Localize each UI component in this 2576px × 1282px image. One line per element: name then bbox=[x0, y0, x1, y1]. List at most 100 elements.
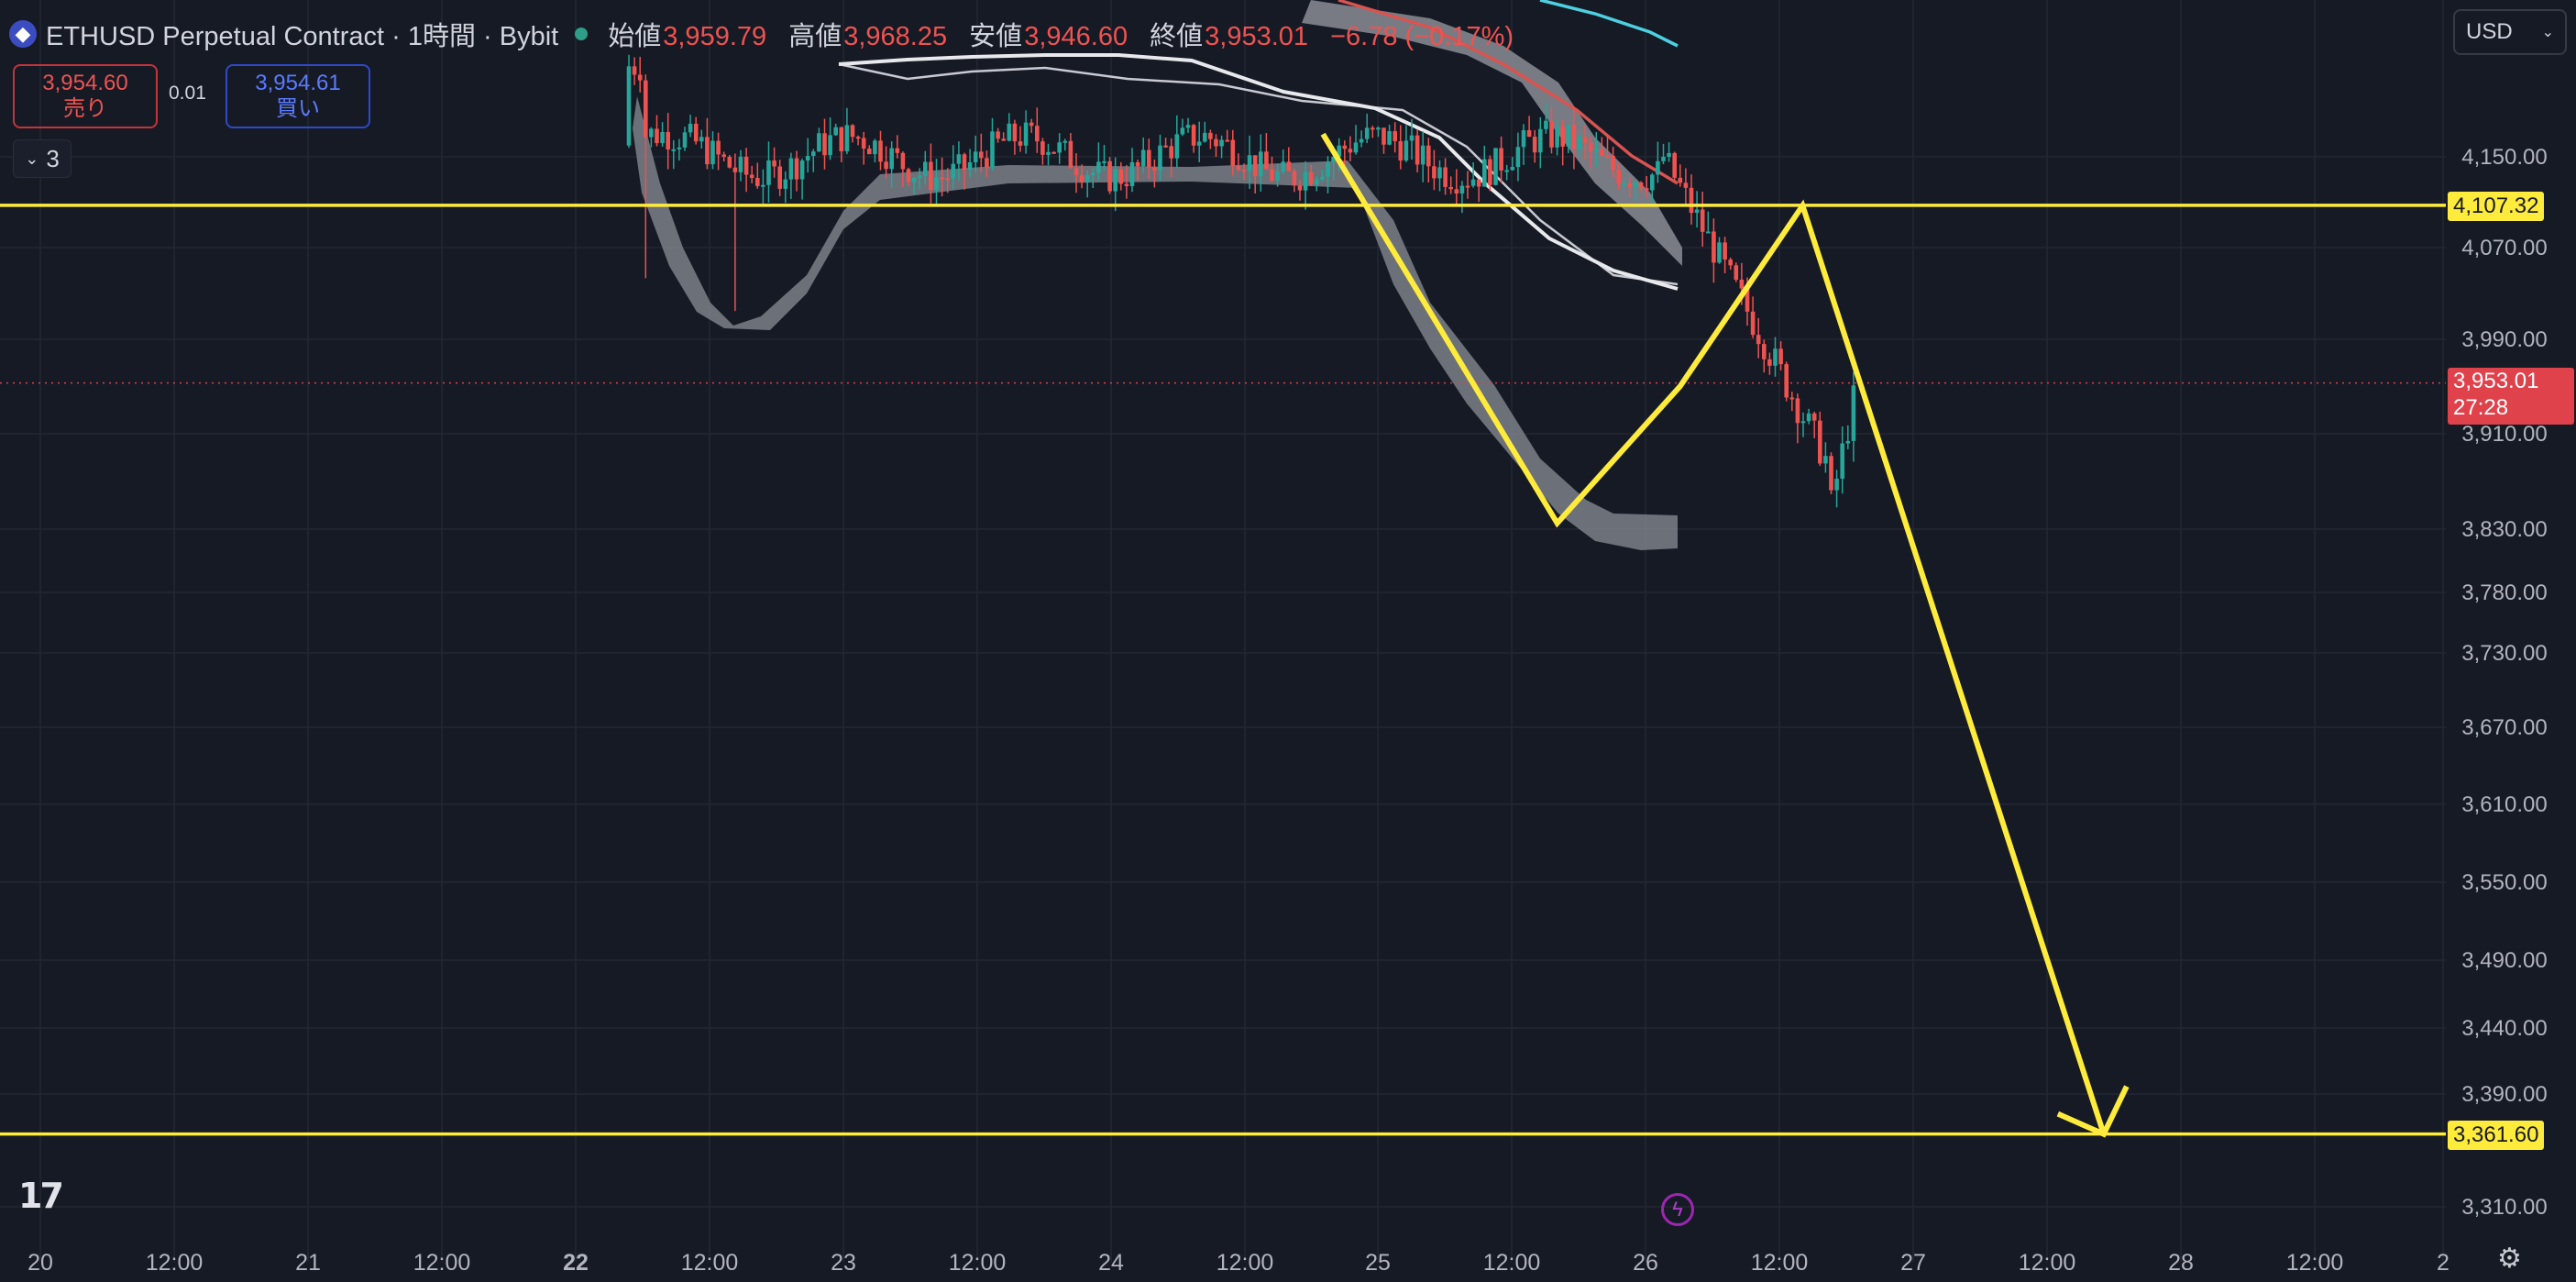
candle-body bbox=[671, 149, 677, 151]
candle-body bbox=[693, 123, 699, 142]
bar-countdown: 27:28 bbox=[2453, 395, 2509, 420]
time-tick-label: 12:00 bbox=[146, 1250, 204, 1276]
resistance-price-tag: 4,107.32 bbox=[2448, 192, 2545, 221]
candle-body bbox=[705, 137, 710, 165]
candle-body bbox=[1029, 122, 1034, 127]
candle-body bbox=[929, 161, 933, 190]
candle-body bbox=[934, 177, 939, 190]
settings-icon[interactable]: ⚙ bbox=[2497, 1243, 2522, 1274]
candle-body bbox=[1342, 145, 1348, 149]
lightning-icon[interactable]: ϟ bbox=[1661, 1193, 1694, 1226]
candle-body bbox=[1096, 161, 1101, 173]
candle-body bbox=[1482, 159, 1487, 187]
candle-body bbox=[688, 123, 693, 133]
spread-value: 0.01 bbox=[169, 83, 206, 104]
candle-body bbox=[900, 152, 906, 170]
time-tick-label: 25 bbox=[1365, 1250, 1391, 1276]
candle-body bbox=[1845, 440, 1851, 444]
ma-line-thin bbox=[838, 62, 1679, 286]
buy-button[interactable]: 3,954.61 買い bbox=[226, 64, 370, 128]
indicators-toggle[interactable]: ⌄ 3 bbox=[13, 139, 72, 178]
candle-body bbox=[1644, 188, 1649, 191]
candle-body bbox=[945, 178, 950, 181]
candle-body bbox=[660, 132, 665, 144]
sell-price: 3,954.60 bbox=[42, 71, 128, 95]
time-tick-label: 12:00 bbox=[949, 1250, 1007, 1276]
candle-body bbox=[716, 140, 721, 155]
currency-select[interactable]: USD ⌄ bbox=[2453, 9, 2567, 55]
candle-body bbox=[833, 127, 838, 136]
time-tick-label: 23 bbox=[831, 1250, 856, 1276]
candle-body bbox=[1275, 171, 1280, 181]
candle-body bbox=[1700, 209, 1705, 232]
candle-body bbox=[1331, 156, 1336, 163]
symbol-title[interactable]: ETHUSD Perpetual Contract · 1時間 · Bybit bbox=[46, 22, 559, 51]
candle-body bbox=[861, 138, 866, 149]
candle-body bbox=[1203, 132, 1207, 142]
candle-body bbox=[1247, 155, 1252, 171]
candle-body bbox=[677, 147, 682, 149]
candle-body bbox=[1488, 159, 1492, 185]
candle-body bbox=[1241, 170, 1247, 172]
candle-body bbox=[766, 160, 771, 185]
projection-arrowhead bbox=[2056, 1085, 2130, 1138]
ethereum-icon: ◆ bbox=[9, 20, 37, 48]
tradingview-logo[interactable]: 17 bbox=[18, 1176, 64, 1216]
candle-body bbox=[1163, 145, 1168, 148]
candle-body bbox=[1107, 160, 1112, 192]
price-tick-label: 3,390.00 bbox=[2461, 1082, 2547, 1107]
time-axis: 20 12:00 21 12:00 22 12:00 23 12:00 24 12:00 25 12:… bbox=[28, 1250, 2449, 1276]
candle-body bbox=[1504, 170, 1509, 172]
candle-body bbox=[1745, 288, 1750, 312]
candle-body bbox=[1270, 169, 1274, 181]
candle-body bbox=[1678, 177, 1683, 183]
price-axis: 4,150.00 4,070.00 3,990.00 3,910.00 3,830.00… bbox=[2461, 145, 2547, 1220]
candle-body bbox=[1057, 142, 1062, 153]
candle-body bbox=[783, 179, 788, 189]
candle-body bbox=[1196, 141, 1202, 146]
candle-body bbox=[1315, 179, 1319, 185]
candle-body bbox=[1560, 127, 1565, 147]
candle-body bbox=[951, 163, 956, 179]
candle-body bbox=[1806, 413, 1811, 422]
candle-body bbox=[1012, 123, 1018, 142]
candle-body bbox=[1476, 179, 1481, 187]
last-price-value: 3,953.01 bbox=[2453, 369, 2539, 393]
candle-body bbox=[1001, 138, 1006, 141]
candle-body bbox=[1549, 120, 1554, 148]
candle-body bbox=[732, 167, 738, 172]
candle-body bbox=[1320, 176, 1325, 180]
currency-value: USD bbox=[2466, 19, 2513, 44]
candle-body bbox=[1767, 359, 1772, 366]
support-price-tag: 3,361.60 bbox=[2448, 1121, 2545, 1150]
candle-body bbox=[1409, 135, 1415, 141]
candle-body bbox=[1600, 149, 1604, 156]
candle-body bbox=[1723, 242, 1727, 260]
sell-button[interactable]: 3,954.60 売り bbox=[13, 64, 158, 128]
candle-body bbox=[1180, 127, 1185, 135]
candle-body bbox=[1169, 146, 1173, 159]
candle-body bbox=[761, 184, 765, 187]
candle-body bbox=[1470, 179, 1476, 186]
candle-body bbox=[1208, 132, 1213, 139]
candle-body bbox=[1007, 123, 1012, 141]
candle-body bbox=[1147, 149, 1151, 168]
candle-body bbox=[1694, 209, 1700, 214]
price-tick-label: 3,830.00 bbox=[2461, 517, 2547, 542]
candle-body bbox=[1683, 182, 1689, 188]
candle-body bbox=[777, 166, 782, 189]
candle-body bbox=[1102, 160, 1106, 163]
candle-body bbox=[1303, 171, 1308, 191]
projection-path bbox=[1320, 132, 2107, 1135]
candle-body bbox=[1493, 148, 1498, 185]
candle-body bbox=[1605, 155, 1610, 158]
candle-body bbox=[1829, 456, 1833, 491]
candle-body bbox=[1712, 231, 1716, 263]
candle-body bbox=[1577, 137, 1582, 149]
price-tick-label: 4,150.00 bbox=[2461, 145, 2547, 170]
candle-body bbox=[878, 140, 883, 162]
candle-body bbox=[1281, 161, 1285, 171]
candle-body bbox=[895, 148, 900, 153]
candle-body bbox=[884, 161, 888, 170]
